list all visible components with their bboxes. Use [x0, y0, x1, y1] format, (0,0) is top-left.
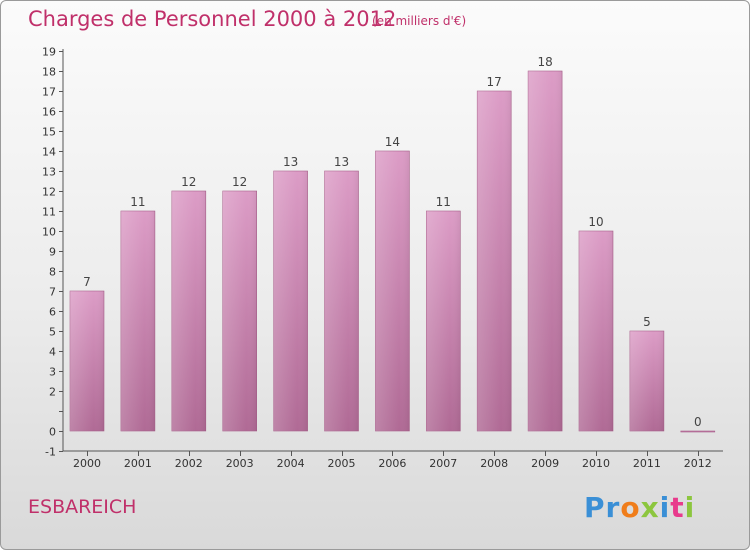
logo-letter: r — [605, 491, 621, 524]
y-tick-label: 14 — [42, 146, 56, 159]
logo-letter: o — [620, 491, 641, 524]
bar-highlight — [375, 151, 410, 431]
y-tick-label: 9 — [49, 246, 56, 259]
x-tick-label: 2012 — [684, 457, 712, 470]
bar-highlight — [171, 191, 206, 431]
bar-value-label: 0 — [694, 415, 702, 429]
x-tick-label: 2004 — [277, 457, 305, 470]
x-tick-label: 2010 — [582, 457, 610, 470]
bar-value-label: 11 — [436, 195, 451, 209]
y-tick-label: 13 — [42, 166, 56, 179]
proxiti-logo: Proxiti — [584, 491, 695, 524]
x-tick-label: 2009 — [531, 457, 559, 470]
y-tick-label: 16 — [42, 106, 56, 119]
bar-value-label: 11 — [130, 195, 145, 209]
chart-title: Charges de Personnel 2000 à 2012 — [28, 7, 397, 31]
logo-letter: i — [684, 491, 696, 524]
bar-value-label: 7 — [83, 275, 91, 289]
bar-value-label: 14 — [385, 135, 400, 149]
x-tick-label: 2000 — [73, 457, 101, 470]
chart-data-labels: 7 11 12 12 13 13 14 11 17 18 10 5 0 — [83, 55, 701, 429]
bar-value-label: 12 — [232, 175, 247, 189]
bar-value-label: 5 — [643, 315, 651, 329]
y-tick-label: 6 — [49, 306, 56, 319]
logo-letter: t — [670, 491, 685, 524]
bar — [680, 430, 716, 433]
chart-axes: -1 0 2 3 4 5 6 7 8 9 10 11 12 13 14 15 16 17 18 19 2000 2001 2… — [42, 46, 723, 470]
x-tick-label: 2003 — [226, 457, 254, 470]
y-tick-label: 17 — [42, 86, 56, 99]
y-tick-label: 7 — [49, 286, 56, 299]
bar-highlight — [579, 231, 613, 431]
bar-value-label: 13 — [334, 155, 349, 169]
logo-letter: i — [659, 491, 671, 524]
bar-highlight — [426, 211, 461, 431]
bar-highlight — [120, 211, 155, 431]
chart-unit-label: (en milliers d'€) — [372, 14, 467, 28]
y-tick-label: 12 — [42, 186, 56, 199]
y-tick-label: -1 — [45, 446, 56, 459]
x-tick-label: 2005 — [328, 457, 356, 470]
logo-letter: P — [584, 491, 606, 524]
bar-highlight — [528, 71, 563, 431]
y-tick-label: 4 — [49, 346, 56, 359]
y-tick-label: 3 — [49, 366, 56, 379]
bar-highlight — [273, 171, 308, 431]
bar-value-label: 17 — [487, 75, 502, 89]
bar-highlight — [477, 91, 512, 431]
x-tick-label: 2011 — [633, 457, 661, 470]
bar-highlight — [222, 191, 257, 431]
chart-bars — [69, 70, 716, 433]
bar-value-label: 10 — [588, 215, 603, 229]
y-tick-label: 15 — [42, 126, 56, 139]
y-tick-label: 11 — [42, 206, 56, 219]
y-tick-label: 10 — [42, 226, 56, 239]
y-tick-label: 18 — [42, 66, 56, 79]
y-tick-label: 0 — [49, 426, 56, 439]
y-tick-label: 8 — [49, 266, 56, 279]
y-tick-label: 2 — [49, 386, 56, 399]
logo-letter: x — [640, 491, 660, 524]
bar-highlight — [70, 291, 104, 431]
x-tick-label: 2006 — [378, 457, 406, 470]
x-tick-label: 2008 — [480, 457, 508, 470]
x-tick-label: 2002 — [175, 457, 203, 470]
bar-value-label: 18 — [537, 55, 552, 69]
bar-highlight — [324, 171, 359, 431]
y-tick-label: 19 — [42, 46, 56, 59]
x-tick-label: 2007 — [429, 457, 457, 470]
bar-highlight — [629, 331, 664, 431]
bar-value-label: 12 — [181, 175, 196, 189]
y-tick-label: 5 — [49, 326, 56, 339]
commune-name: ESBAREICH — [28, 496, 137, 518]
x-tick-label: 2001 — [124, 457, 152, 470]
bar-value-label: 13 — [283, 155, 298, 169]
